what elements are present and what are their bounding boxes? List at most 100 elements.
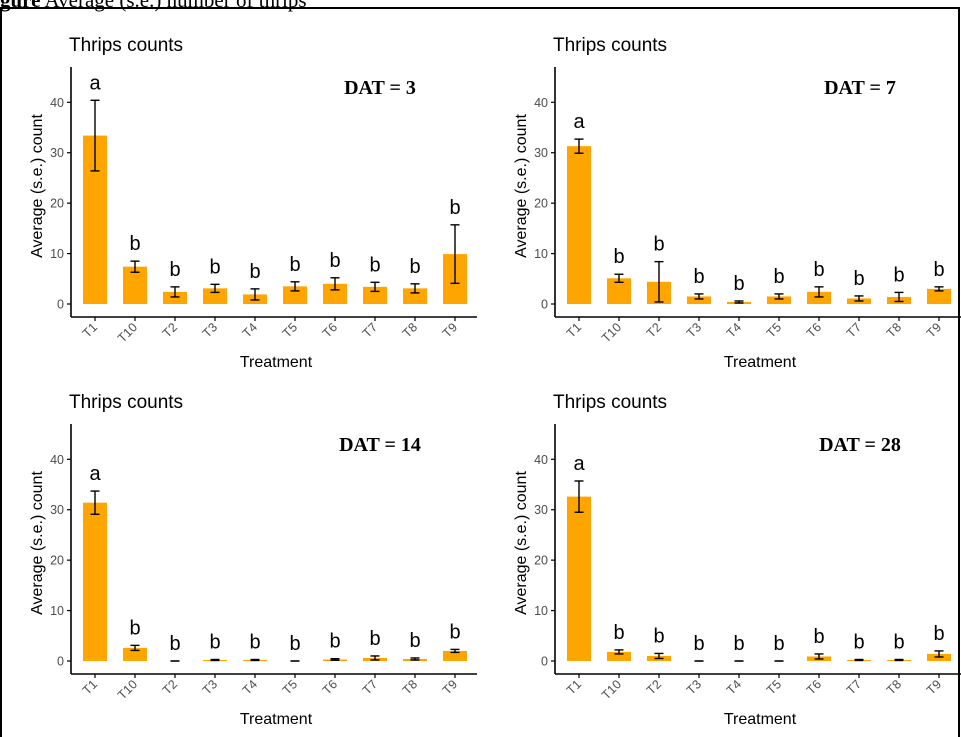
y-tick-label: 40 [50,96,64,110]
figure-frame [0,7,960,737]
x-tick-label: T6 [320,677,340,697]
significance-letter: b [773,633,784,655]
y-tick-label: 0 [57,298,64,312]
caption-bold: gure [0,0,41,12]
x-tick-label: T6 [320,320,340,340]
y-tick-label: 30 [50,503,64,517]
significance-letter: b [129,617,140,639]
significance-letter: b [613,246,624,268]
bar [163,291,187,304]
bar [767,296,791,304]
y-tick-label: 10 [534,604,548,618]
significance-letter: b [613,622,624,644]
x-axis-title: Treatment [724,354,797,371]
x-tick-label: T6 [804,320,824,340]
y-tick-label: 30 [534,503,548,517]
x-tick-label: T5 [764,677,784,697]
x-tick-label: T7 [844,320,864,340]
significance-letter: b [933,259,944,281]
y-axis-title: Average (s.e.) count [513,114,530,258]
significance-letter: a [573,111,585,133]
significance-letter: b [733,273,744,295]
x-axis-title: Treatment [240,354,313,371]
bar [927,288,951,304]
y-tick-label: 10 [50,604,64,618]
x-tick-label: T5 [280,320,300,340]
x-tick-label: T2 [160,677,180,697]
bar [607,651,631,661]
significance-letter: b [369,254,380,276]
significance-letter: b [369,628,380,650]
x-tick-label: T7 [844,677,864,697]
significance-letter: b [653,625,664,647]
x-tick-label: T8 [884,677,904,697]
y-tick-label: 20 [534,197,548,211]
y-axis-title: Average (s.e.) count [29,471,46,615]
significance-letter: b [249,631,260,653]
y-tick-label: 0 [541,655,548,669]
significance-letter: b [853,268,864,290]
bar [807,291,831,304]
significance-letter: b [409,630,420,652]
bar [567,496,591,661]
x-tick-label: T10 [599,320,624,345]
x-tick-label: T8 [884,320,904,340]
y-tick-label: 40 [50,453,64,467]
significance-letter: b [813,259,824,281]
x-tick-label: T6 [804,677,824,697]
bar [203,288,227,304]
significance-letter: a [573,453,585,475]
significance-letter: b [449,621,460,643]
panel-title: Thrips counts [69,35,183,56]
x-axis-title: Treatment [240,711,313,728]
bar [363,286,387,304]
significance-letter: b [289,633,300,655]
significance-letter: b [169,259,180,281]
bar [443,650,467,661]
significance-letter: b [933,623,944,645]
x-tick-label: T4 [724,677,744,697]
x-tick-label: T3 [200,677,220,697]
x-tick-label: T9 [440,320,460,340]
bar [403,288,427,304]
x-tick-label: T9 [440,677,460,697]
significance-letter: b [409,256,420,278]
x-tick-label: T3 [684,677,704,697]
significance-letter: a [89,463,101,485]
y-axis-title: Average (s.e.) count [29,114,46,258]
significance-letter: a [89,72,101,94]
bar [283,286,307,304]
caption-text: Average (s.e.) number of thrips [44,0,307,12]
x-tick-label: T5 [764,320,784,340]
dat-annotation: DAT = 14 [339,434,421,456]
significance-letter: b [893,631,904,653]
y-tick-label: 30 [50,146,64,160]
x-tick-label: T3 [684,320,704,340]
bar [323,283,347,304]
significance-letter: b [209,631,220,653]
significance-letter: b [653,234,664,256]
y-tick-label: 40 [534,96,548,110]
y-tick-label: 10 [50,247,64,261]
bar [687,296,711,304]
x-tick-label: T2 [644,677,664,697]
x-tick-label: T1 [80,320,100,340]
y-axis-title: Average (s.e.) count [513,471,530,615]
x-tick-label: T1 [80,677,100,697]
x-tick-label: T4 [724,320,744,340]
significance-letter: b [169,633,180,655]
significance-letter: b [853,631,864,653]
dat-annotation: DAT = 28 [819,434,901,456]
significance-letter: b [289,254,300,276]
significance-letter: b [893,264,904,286]
y-tick-label: 20 [50,197,64,211]
x-tick-label: T2 [644,320,664,340]
bar [567,146,591,304]
y-tick-label: 0 [57,655,64,669]
significance-letter: b [773,266,784,288]
significance-letter: b [693,266,704,288]
x-axis-title: Treatment [724,711,797,728]
y-tick-label: 20 [534,554,548,568]
panel-title: Thrips counts [553,35,667,56]
